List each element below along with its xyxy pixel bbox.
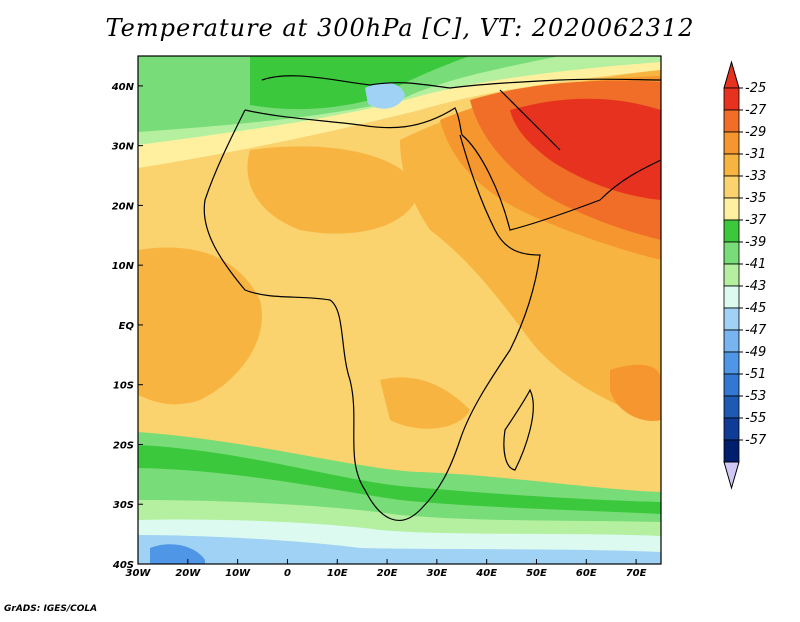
africa-outline <box>203 109 541 521</box>
coastlines <box>203 75 661 521</box>
lon-tick-label: 60E <box>576 568 597 579</box>
colorbar-label: -29 <box>745 125 766 140</box>
colorbar-label: -25 <box>745 81 766 96</box>
lon-tick-label: 70E <box>626 568 647 579</box>
colorbar-label: -41 <box>745 257 766 272</box>
lon-tick-label: 50E <box>526 568 547 579</box>
lon-tick-label: 30E <box>426 568 447 579</box>
colorbar-label: -57 <box>745 433 767 448</box>
band-29e <box>610 364 661 421</box>
gulf-coast <box>499 89 561 151</box>
colorbar-top-arrow <box>723 60 740 89</box>
colorbar: -25 -27 -29 -31 -33 -35 -37 -39 -41 -43 -45 -47 -49 -… <box>723 60 767 490</box>
colorbar-label: -55 <box>745 411 766 426</box>
lon-tick-label: 0 <box>284 568 291 579</box>
colorbar-swatch <box>723 263 740 287</box>
colorbar-label: -49 <box>745 345 766 360</box>
colorbar-swatch <box>723 175 740 199</box>
lon-tick-label: 20E <box>377 568 398 579</box>
europe-coast <box>261 75 661 89</box>
lat-tick-label: 10S <box>113 381 134 392</box>
colorbar-swatch <box>723 131 740 155</box>
colorbar-swatch <box>723 153 740 177</box>
credit-text: GrADS: IGES/COLA <box>4 604 98 614</box>
colorbar-label: -43 <box>745 279 766 294</box>
colorbar-swatch <box>723 351 740 375</box>
colorbar-label: -31 <box>745 147 766 162</box>
colorbar-swatch <box>723 219 740 243</box>
colorbar-swatch <box>723 373 740 397</box>
lat-tick-label: 30N <box>112 142 135 153</box>
lat-tick-label: 10N <box>112 261 135 272</box>
colorbar-swatch <box>723 417 740 441</box>
madagascar <box>503 388 534 471</box>
colorbar-swatch <box>723 329 740 353</box>
colorbar-swatch <box>723 87 740 111</box>
lat-tick-label: 40S <box>112 560 134 571</box>
colorbar-swatch <box>723 395 740 419</box>
colorbar-label: -51 <box>745 367 766 382</box>
map-title: Temperature at 300hPa [C], VT: 202006231… <box>105 14 695 42</box>
lon-tick-label: 20W <box>175 568 201 579</box>
band-31c <box>247 146 420 234</box>
colorbar-label: -35 <box>745 191 766 206</box>
temperature-field <box>138 56 661 564</box>
colorbar-label: -45 <box>745 301 766 316</box>
colorbar-swatch <box>723 197 740 221</box>
lon-tick-label: 40E <box>475 568 497 579</box>
arabia-coast <box>461 134 661 231</box>
map-frame <box>137 55 662 565</box>
colorbar-swatch <box>723 439 740 463</box>
colorbar-bottom-arrow <box>723 461 740 490</box>
lon-tick-label: 10W <box>225 568 251 579</box>
band-31w <box>138 247 262 405</box>
colorbar-label: -39 <box>745 235 766 250</box>
colorbar-swatch <box>723 241 740 265</box>
axis-ticks: 30W 20W 10W 0 10E 20E 30E 40E 50E 60E 70E 40N 30N 20N… <box>111 82 647 579</box>
band-31s <box>380 377 470 429</box>
lon-tick-label: 10E <box>327 568 348 579</box>
band-45 <box>138 535 661 564</box>
colorbar-swatch <box>723 109 740 133</box>
band-25 <box>510 98 661 200</box>
band-37n <box>250 56 470 110</box>
band-45n <box>365 82 405 109</box>
colorbar-label: -47 <box>745 323 767 338</box>
lat-tick-label: 30S <box>113 500 134 511</box>
lat-tick-label: EQ <box>119 321 135 332</box>
colorbar-swatch <box>723 285 740 309</box>
colorbar-label: -37 <box>745 213 767 228</box>
colorbar-label: -27 <box>745 103 767 118</box>
band-49 <box>150 544 205 564</box>
colorbar-label: -53 <box>745 389 766 404</box>
north-africa-coast <box>244 107 463 136</box>
colorbar-label: -33 <box>745 169 766 184</box>
lon-tick-label: 30W <box>126 568 152 579</box>
lat-tick-label: 20N <box>112 201 135 212</box>
colorbar-swatch <box>723 307 740 331</box>
lat-tick-label: 20S <box>113 440 134 451</box>
lat-tick-label: 40N <box>111 82 135 93</box>
